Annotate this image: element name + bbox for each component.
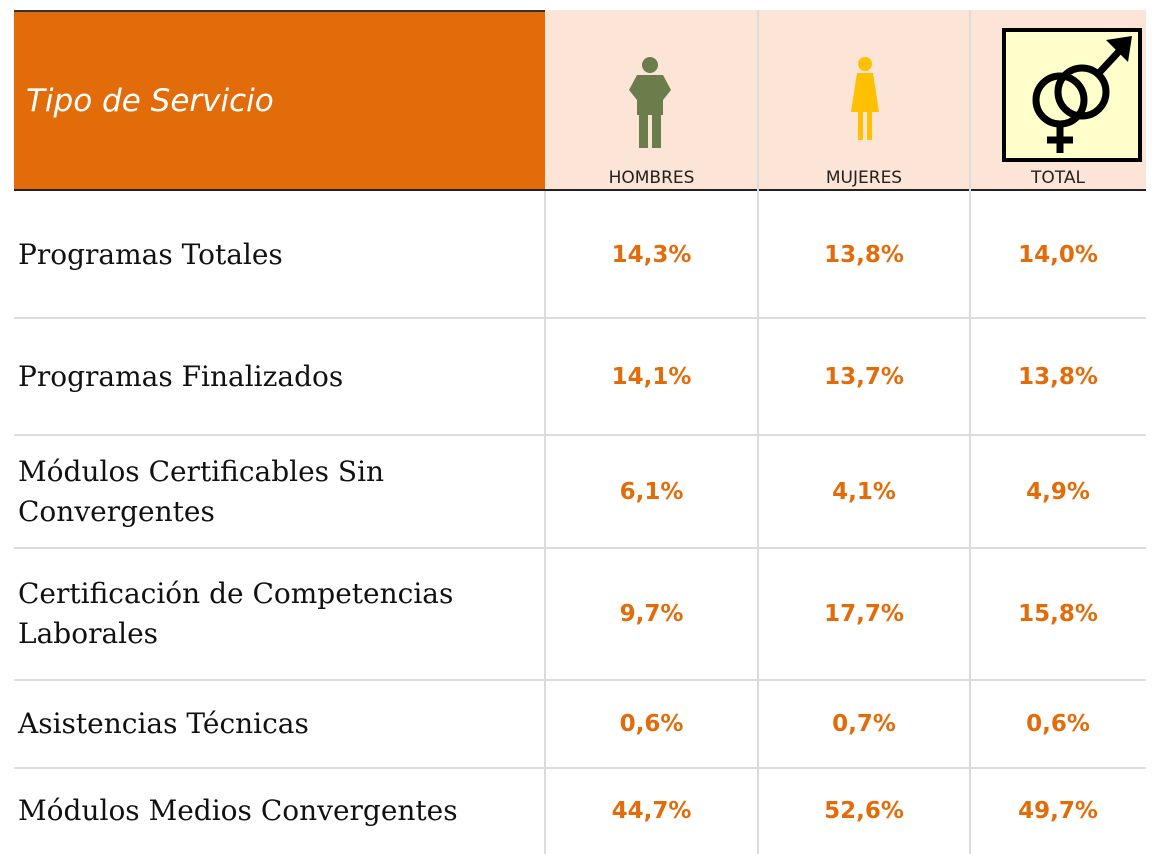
cell-value: 52,6%: [824, 798, 904, 824]
column-divider: [757, 10, 759, 854]
cell-value: 13,7%: [824, 363, 904, 390]
row-label: Programas Finalizados: [18, 359, 344, 393]
header-title: Tipo de Servicio: [14, 10, 545, 190]
cell-value: 17,7%: [824, 601, 904, 627]
row-divider: [14, 434, 1146, 436]
row-label: Módulos Certificables Sin Convergentes: [18, 454, 385, 528]
cell-value: 0,7%: [832, 711, 896, 737]
header-rule: [14, 189, 1146, 191]
row-label: Certificación de Competencias Laborales: [18, 577, 454, 650]
cell-value: 15,8%: [1018, 601, 1098, 627]
column-divider: [544, 191, 546, 854]
total-icon: [1002, 28, 1142, 162]
cell-value: 6,1%: [619, 478, 684, 505]
row-divider: [14, 317, 1146, 319]
woman-icon: [851, 57, 879, 140]
row-label: Programas Totales: [18, 237, 283, 271]
row-label: Asistencias Técnicas: [18, 707, 309, 740]
row-divider: [14, 547, 1146, 549]
row-label: Módulos Medios Convergentes: [18, 794, 458, 827]
column-divider: [969, 10, 971, 854]
cell-value: 4,1%: [832, 478, 896, 505]
cell-value: 13,8%: [1018, 363, 1098, 390]
man-icon: [629, 57, 671, 148]
cell-value: 44,7%: [611, 798, 692, 824]
row-divider: [14, 679, 1146, 681]
cell-value: 0,6%: [619, 711, 684, 737]
row-divider: [14, 767, 1146, 769]
cell-value: 14,3%: [611, 241, 692, 268]
cell-value: 14,1%: [611, 363, 692, 390]
cell-value: 9,7%: [619, 601, 684, 627]
cell-value: 13,8%: [824, 241, 904, 268]
cell-value: 0,6%: [1026, 711, 1090, 737]
cell-value: 4,9%: [1026, 478, 1090, 505]
cell-value: 14,0%: [1018, 241, 1098, 268]
cell-value: 49,7%: [1018, 798, 1098, 824]
